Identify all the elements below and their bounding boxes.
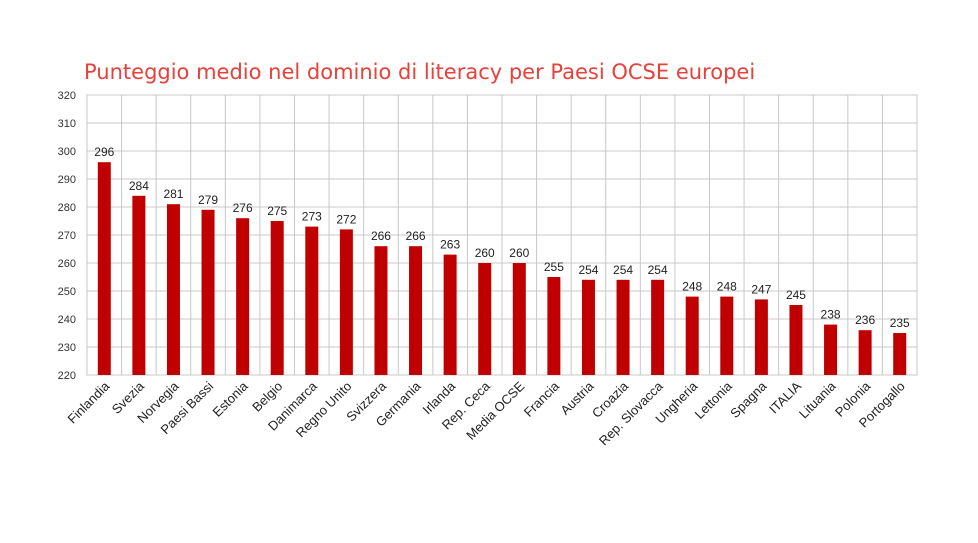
bar [97, 162, 111, 375]
data-labels: 296 284 281 279 276 275 273 272 266 266 263 260 260 2… [94, 145, 910, 330]
bar [754, 299, 768, 375]
data-label: 238 [821, 308, 841, 322]
data-label: 273 [302, 210, 322, 224]
data-label: 248 [717, 280, 737, 294]
data-label: 279 [198, 193, 218, 207]
data-label: 235 [890, 316, 910, 330]
bar [132, 195, 146, 375]
category-label: Lettonia [692, 378, 736, 422]
bar [443, 254, 457, 375]
bar [824, 324, 838, 375]
data-label: 247 [751, 282, 771, 296]
y-tick-label: 230 [58, 342, 76, 354]
data-label: 296 [94, 145, 114, 159]
data-label: 281 [163, 187, 183, 201]
y-tick-label: 290 [58, 174, 76, 186]
data-label: 260 [509, 246, 529, 260]
category-label: Estonia [209, 378, 251, 420]
data-label: 266 [371, 229, 391, 243]
bar [374, 246, 388, 375]
bar [651, 279, 665, 375]
data-label: 245 [786, 288, 806, 302]
bar [893, 333, 907, 375]
y-tick-label: 300 [58, 146, 76, 158]
bar [547, 277, 561, 375]
y-tick-label: 220 [58, 370, 76, 382]
data-label: 255 [544, 260, 564, 274]
data-label: 260 [475, 246, 495, 260]
y-tick-label: 280 [58, 202, 76, 214]
bar [339, 229, 353, 375]
y-tick-label: 260 [58, 258, 76, 270]
data-label: 275 [267, 204, 287, 218]
data-label: 254 [578, 263, 598, 277]
bar [305, 226, 319, 375]
bar [581, 279, 595, 375]
bar [685, 296, 699, 375]
bar [720, 296, 734, 375]
bar [616, 279, 630, 375]
bar [270, 221, 284, 375]
y-tick-label: 310 [58, 118, 76, 130]
y-tick-label: 250 [58, 286, 76, 298]
data-label: 284 [129, 179, 149, 193]
data-label: 236 [855, 313, 875, 327]
category-label: Finlandia [64, 378, 112, 426]
y-tick-label: 270 [58, 230, 76, 242]
bar [858, 330, 872, 375]
bar [201, 209, 215, 375]
grid-lines [86, 94, 918, 376]
bar [512, 263, 526, 375]
data-label: 276 [233, 201, 253, 215]
chart-title: Punteggio medio nel dominio di literacy … [84, 60, 756, 84]
bar [236, 218, 250, 375]
data-label: 254 [648, 263, 668, 277]
bar [478, 263, 492, 375]
bars [97, 162, 907, 375]
y-tick-label: 240 [58, 314, 76, 326]
category-label: Francia [521, 378, 563, 420]
y-tick-label: 320 [58, 90, 76, 102]
data-label: 263 [440, 238, 460, 252]
category-label: Spagna [727, 378, 770, 421]
y-axis-ticks: 220 230 240 250 260 270 280 290 300 310 320 [58, 90, 76, 382]
data-label: 254 [613, 263, 633, 277]
data-label: 248 [682, 280, 702, 294]
data-label: 272 [336, 212, 356, 226]
bar [789, 305, 803, 375]
category-label: Lituania [796, 378, 839, 421]
bar [409, 246, 423, 375]
data-label: 266 [406, 229, 426, 243]
bar [166, 204, 180, 375]
